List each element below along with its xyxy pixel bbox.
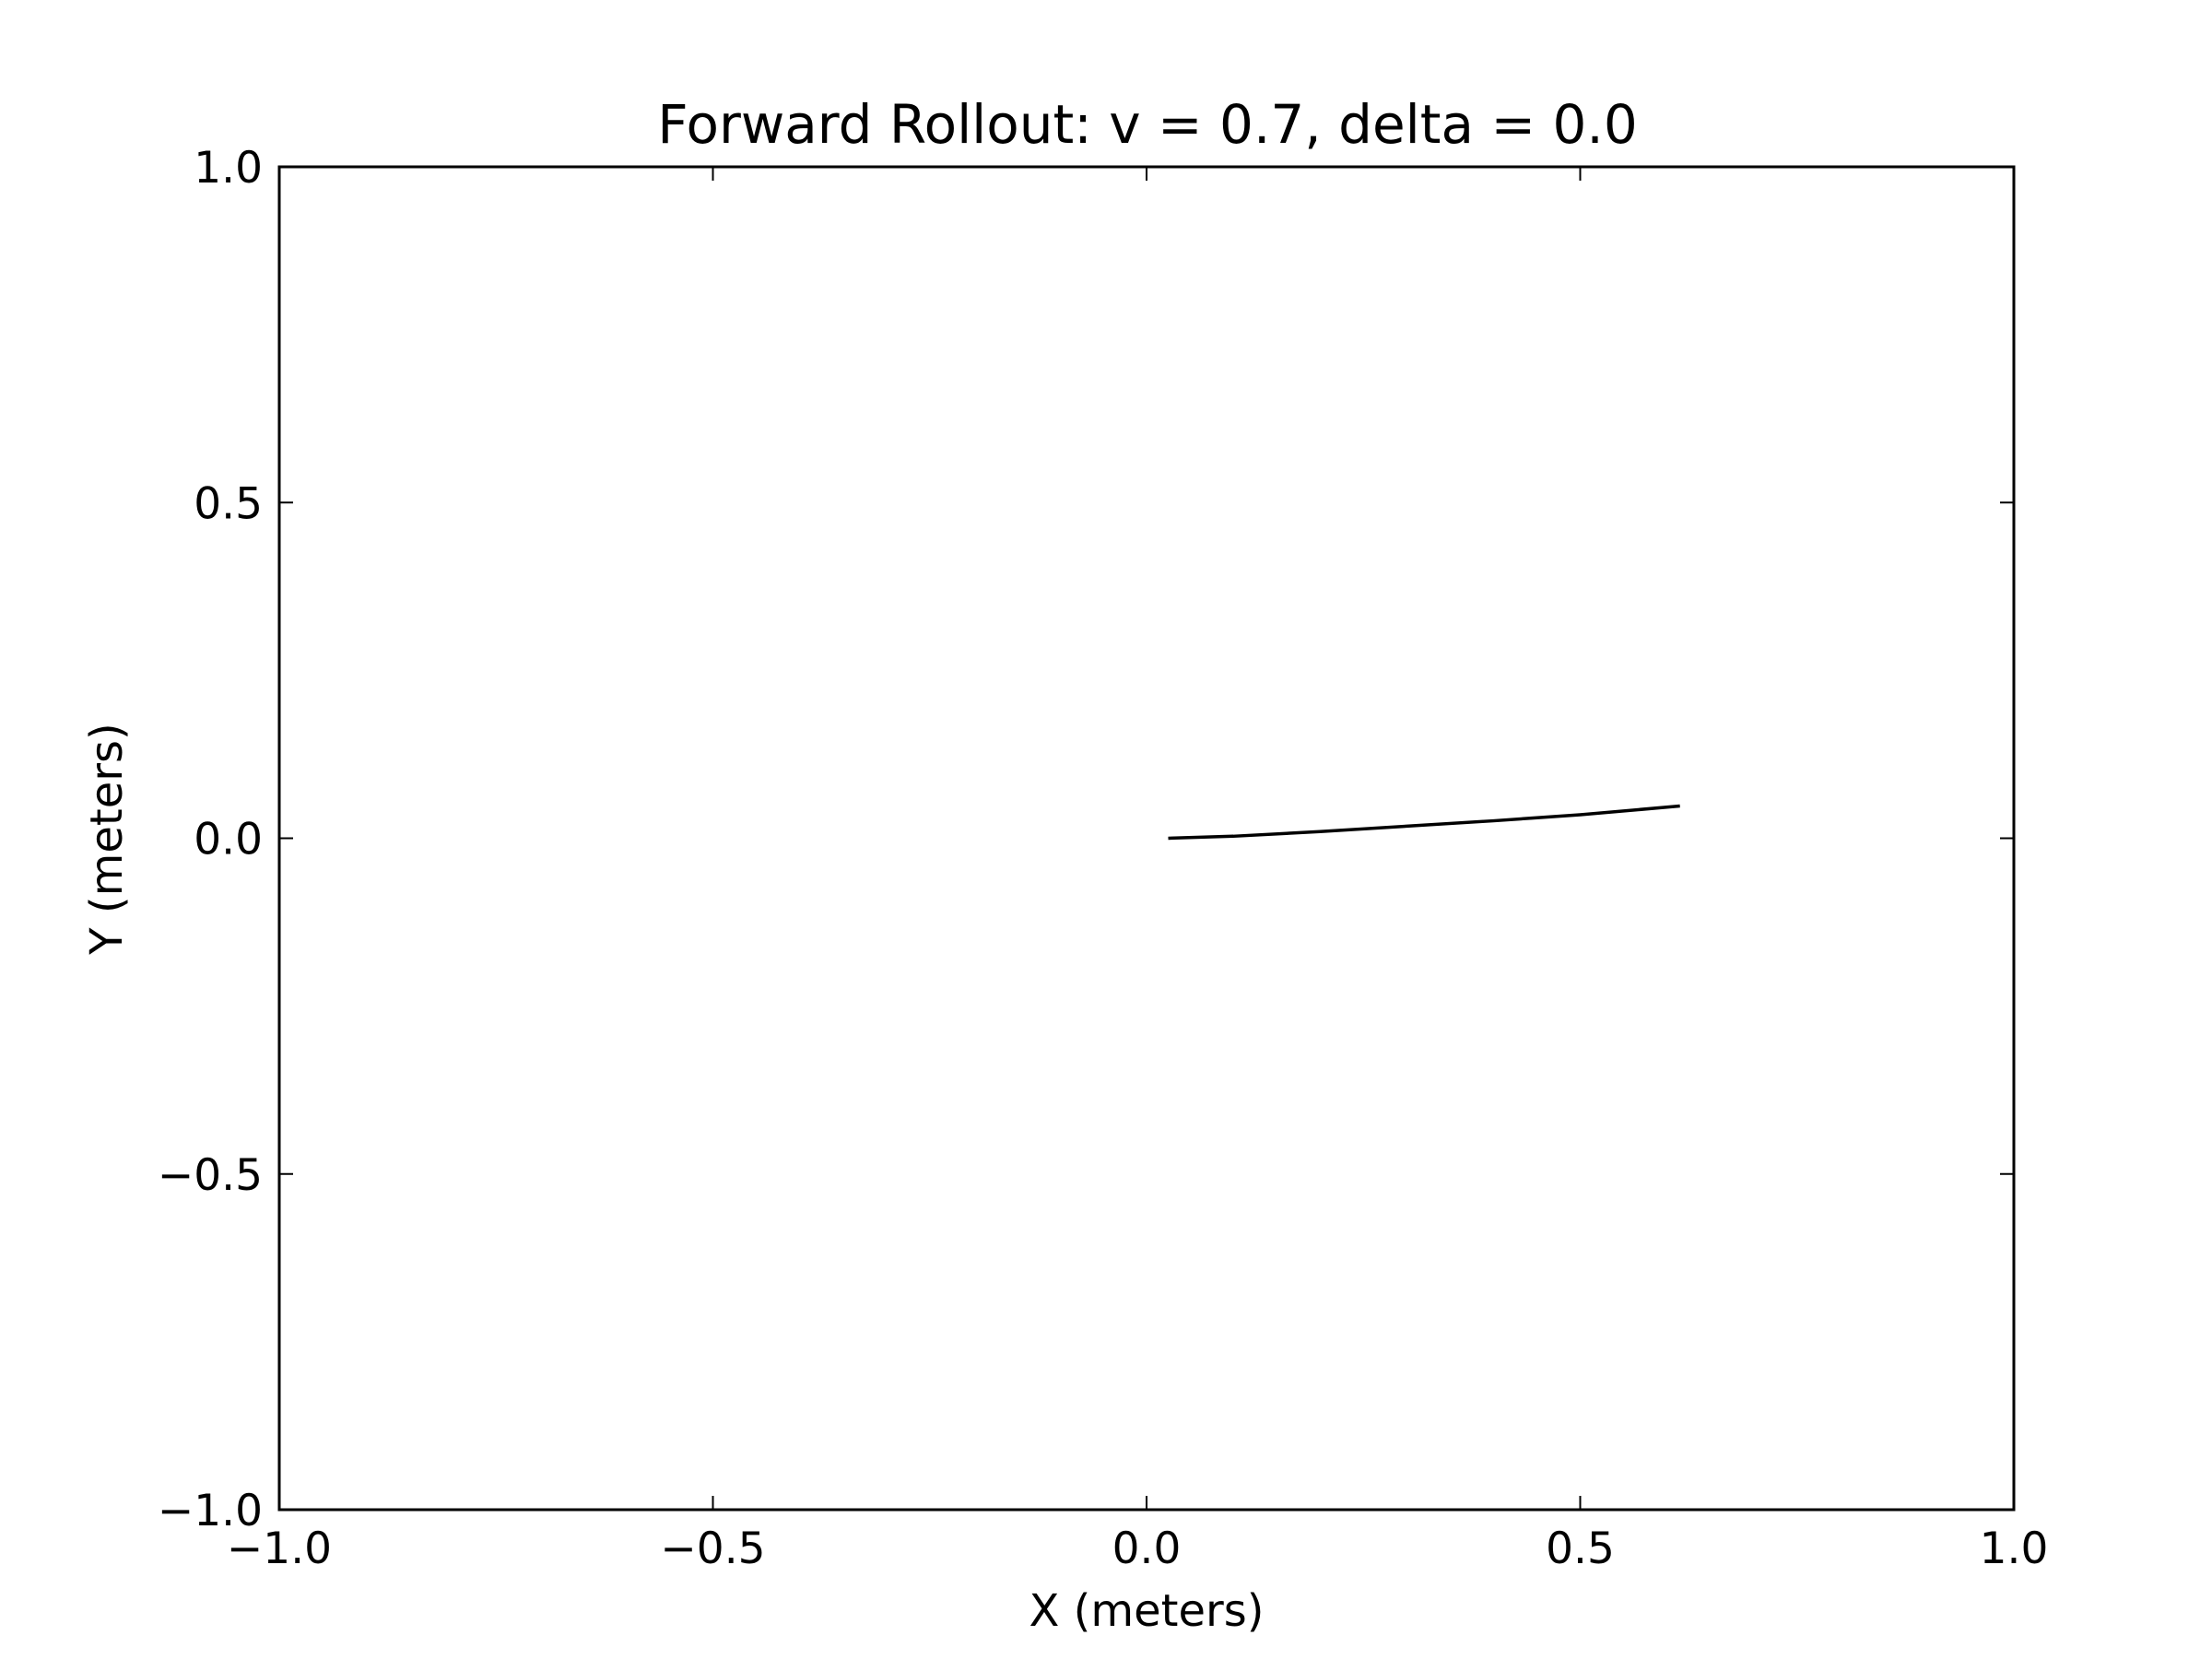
series-layer <box>1168 804 1680 841</box>
x-tick-label: 0.0 <box>1112 1524 1182 1574</box>
ticks-layer: −1.0 −0.5 0.0 0.5 1.0 −1.0 −0.5 0.0 0.5 1.0 <box>158 143 2049 1574</box>
x-tick-label: 0.5 <box>1546 1524 1615 1574</box>
y-tick-label: −0.5 <box>158 1150 263 1201</box>
y-tick-label: −1.0 <box>158 1486 263 1536</box>
y-axis-label: Y (meters) <box>81 723 133 955</box>
y-tick-label: 0.5 <box>194 478 263 529</box>
x-tick-label: −1.0 <box>227 1524 332 1574</box>
y-tick-label: 0.0 <box>194 815 263 865</box>
x-tick-label: 1.0 <box>1980 1524 2049 1574</box>
x-axis-label: X (meters) <box>1030 1585 1265 1637</box>
plot-frame <box>277 165 2016 1512</box>
chart-title: Forward Rollout: v = 0.7, delta = 0.0 <box>657 93 1638 156</box>
y-tick-label: 1.0 <box>194 143 263 194</box>
x-tick-label: −0.5 <box>660 1524 765 1574</box>
trajectory-line <box>1168 804 1680 841</box>
